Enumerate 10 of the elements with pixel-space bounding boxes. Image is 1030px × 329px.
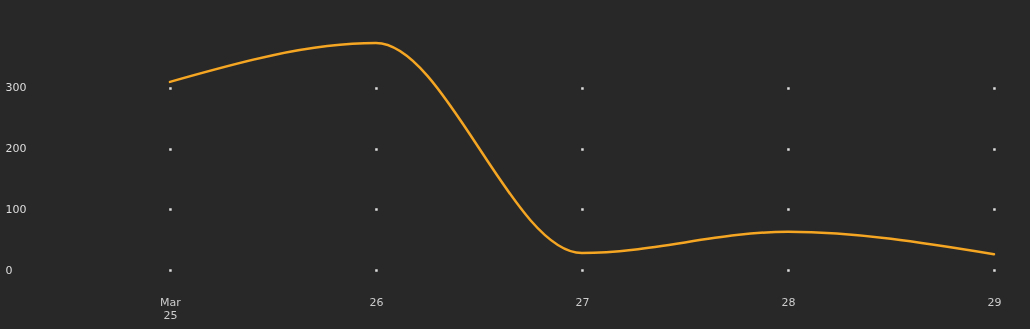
y-tick-label: 200 xyxy=(5,142,27,156)
x-tick-label: Mar 25 xyxy=(160,295,182,322)
line-series xyxy=(168,41,996,256)
y-tick-label: 100 xyxy=(5,202,27,216)
x-tick-label: 27 xyxy=(575,295,590,309)
x-tick-label: 26 xyxy=(369,295,384,309)
x-tick-label: 28 xyxy=(781,295,796,309)
y-tick-label: 300 xyxy=(5,81,27,95)
x-tick-label: 29 xyxy=(987,295,1002,309)
y-tick-label: 0 xyxy=(5,263,13,277)
